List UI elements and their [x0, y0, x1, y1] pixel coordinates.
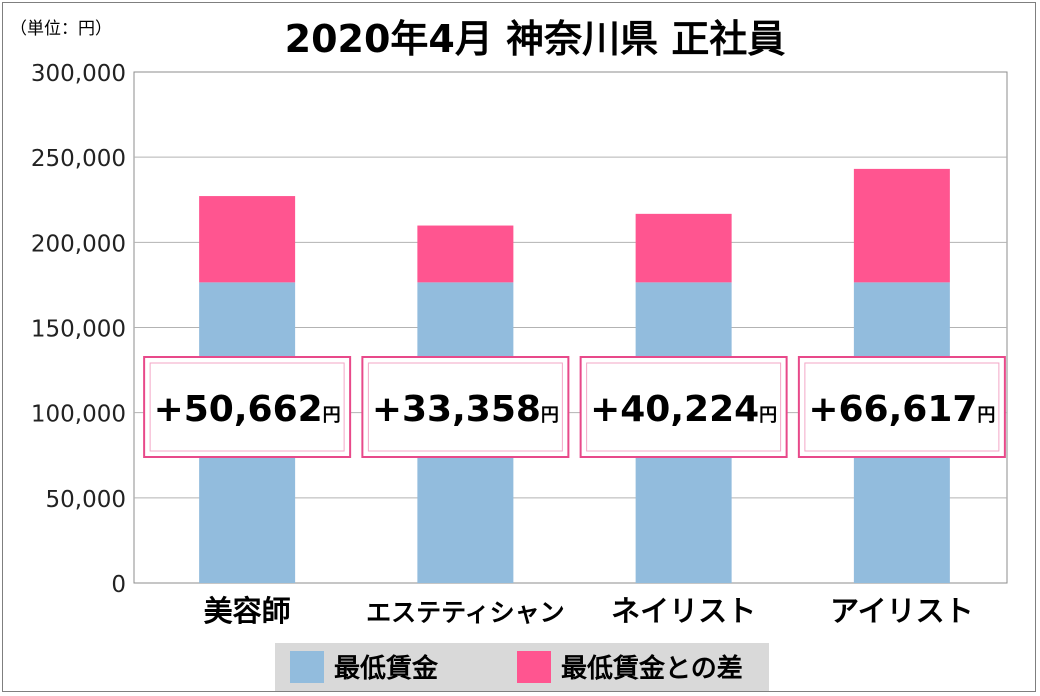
difference-value: +66,617	[808, 389, 977, 430]
unit-label: （単位：円）	[10, 19, 112, 39]
difference-unit: 円	[977, 405, 995, 426]
difference-box	[143, 356, 352, 458]
x-category-label: 美容師	[204, 594, 291, 628]
legend-swatch-minimum-wage	[290, 651, 324, 683]
x-category-label: アイリスト	[830, 594, 974, 628]
y-tick-label: 50,000	[46, 487, 126, 513]
y-tick-label: 150,000	[31, 317, 126, 343]
difference-labels: +50,662円 +33,358円 +40,224円 +66,617円	[143, 356, 1006, 458]
difference-box-inner	[367, 362, 563, 452]
difference-label: +66,617円	[808, 389, 995, 430]
x-category-label: エステティシャン	[366, 598, 565, 627]
y-axis-ticks: 0 50,000 100,000 150,000 200,000 250,000 300,0…	[31, 61, 126, 598]
difference-label: +40,224円	[590, 389, 777, 430]
bar-difference	[417, 225, 514, 283]
legend: 最低賃金 最低賃金との差	[275, 643, 769, 691]
difference-box	[579, 356, 788, 458]
y-tick-label: 250,000	[31, 146, 126, 172]
difference-value: +50,662	[154, 389, 323, 430]
legend-label-difference: 最低賃金との差	[561, 653, 743, 684]
difference-box	[797, 356, 1006, 458]
legend-label-minimum-wage: 最低賃金	[334, 653, 439, 684]
difference-unit: 円	[759, 405, 777, 426]
difference-box	[361, 356, 570, 458]
difference-value: +33,358	[372, 389, 541, 430]
y-tick-label: 0	[111, 572, 126, 598]
chart-title: 2020年4月 神奈川県 正社員	[285, 17, 786, 61]
bar-difference	[199, 196, 296, 283]
difference-box-inner	[586, 362, 782, 452]
x-category-label: ネイリスト	[611, 594, 756, 628]
y-tick-label: 100,000	[31, 402, 126, 428]
difference-unit: 円	[323, 405, 341, 426]
difference-label: +50,662円	[154, 389, 341, 430]
difference-box-inner	[804, 362, 1000, 452]
y-tick-label: 200,000	[31, 231, 126, 257]
y-tick-label: 300,000	[31, 61, 126, 87]
bar-difference	[853, 168, 950, 283]
x-axis-categories: 美容師 エステティシャン ネイリスト アイリスト	[204, 594, 974, 628]
difference-unit: 円	[541, 405, 559, 426]
difference-box-inner	[149, 362, 345, 452]
bar-difference	[635, 213, 732, 283]
difference-value: +40,224	[590, 389, 759, 430]
difference-label: +33,358円	[372, 389, 559, 430]
legend-swatch-difference	[517, 651, 551, 683]
